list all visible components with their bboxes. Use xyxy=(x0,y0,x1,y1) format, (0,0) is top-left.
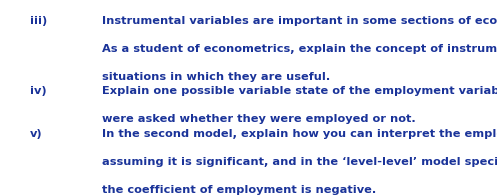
Text: Explain one possible variable state of the employment variable given individuals: Explain one possible variable state of t… xyxy=(102,86,497,96)
Text: In the second model, explain how you can interpret the employment variable: In the second model, explain how you can… xyxy=(102,129,497,139)
Text: As a student of econometrics, explain the concept of instrumental variables and: As a student of econometrics, explain th… xyxy=(102,44,497,54)
Text: v): v) xyxy=(30,129,42,139)
Text: Instrumental variables are important in some sections of econometric analysis.: Instrumental variables are important in … xyxy=(102,16,497,26)
Text: were asked whether they were employed or not.: were asked whether they were employed or… xyxy=(102,114,415,124)
Text: the coefficient of employment is negative.: the coefficient of employment is negativ… xyxy=(102,185,376,195)
Text: iv): iv) xyxy=(30,86,46,96)
Text: situations in which they are useful.: situations in which they are useful. xyxy=(102,72,330,82)
Text: assuming it is significant, and in the ‘level-level’ model specification. Note t: assuming it is significant, and in the ‘… xyxy=(102,157,497,167)
Text: iii): iii) xyxy=(30,16,47,26)
